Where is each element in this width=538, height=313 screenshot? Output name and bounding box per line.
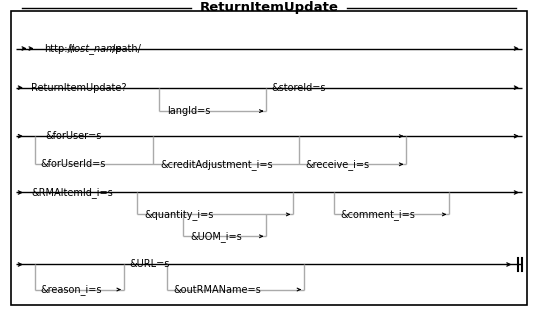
Text: &storeId=s: &storeId=s <box>272 83 326 93</box>
Text: ReturnItemUpdate?: ReturnItemUpdate? <box>31 83 127 93</box>
Text: &receive_i=s: &receive_i=s <box>306 159 370 170</box>
Text: &forUserId=s: &forUserId=s <box>40 159 106 169</box>
Text: ReturnItemUpdate: ReturnItemUpdate <box>200 1 338 14</box>
Text: &forUser=s: &forUser=s <box>46 131 102 141</box>
Text: host_name: host_name <box>68 43 122 54</box>
Text: &reason_i=s: &reason_i=s <box>40 284 102 295</box>
Text: &outRMAName=s: &outRMAName=s <box>173 285 261 295</box>
Text: &quantity_i=s: &quantity_i=s <box>144 209 214 220</box>
Text: &RMAItemId_i=s: &RMAItemId_i=s <box>31 187 113 198</box>
Text: &UOM_i=s: &UOM_i=s <box>190 231 242 242</box>
Text: langId=s: langId=s <box>167 106 210 116</box>
Text: &URL=s: &URL=s <box>129 259 169 269</box>
Text: &creditAdjustment_i=s: &creditAdjustment_i=s <box>160 159 273 170</box>
Text: http://: http:// <box>44 44 74 54</box>
Text: /path/: /path/ <box>112 44 141 54</box>
Text: &comment_i=s: &comment_i=s <box>341 209 415 220</box>
